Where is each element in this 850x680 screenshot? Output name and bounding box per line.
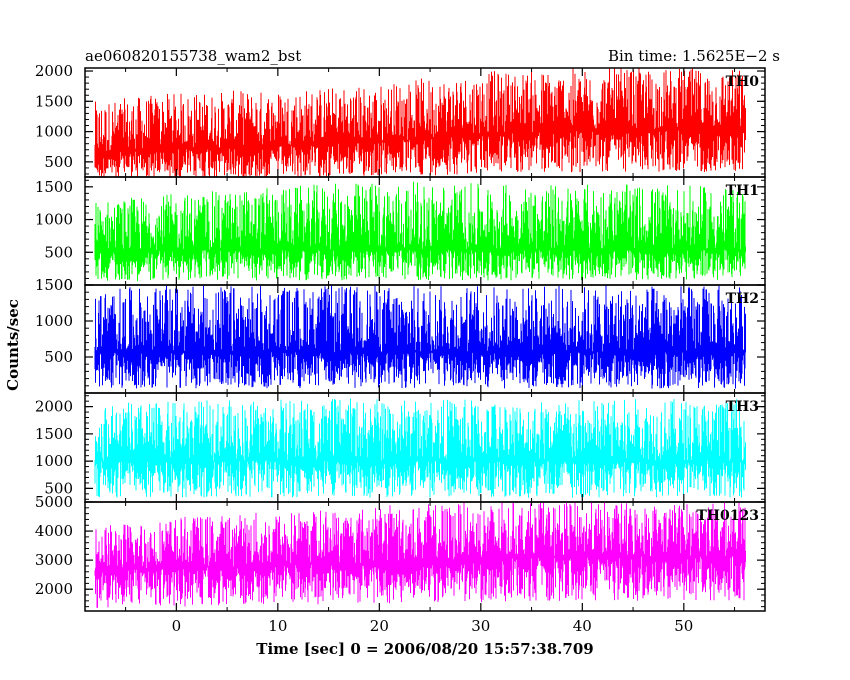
series-th2 xyxy=(94,285,746,389)
y-tick-label: 4000 xyxy=(35,522,73,540)
x-tick-label: 20 xyxy=(370,617,389,635)
y-tick-label: 1000 xyxy=(35,452,73,470)
panel-label-th0123: TH0123 xyxy=(696,508,759,524)
x-tick-label: 0 xyxy=(172,617,182,635)
y-tick-label: 1500 xyxy=(35,276,73,294)
y-tick-label: 500 xyxy=(44,348,73,366)
y-tick-label: 1000 xyxy=(35,123,73,141)
y-tick-label: 0 xyxy=(63,276,73,294)
y-tick-label: 1000 xyxy=(35,312,73,330)
y-tick-label: 500 xyxy=(44,243,73,261)
chart-title: ae060820155738_wam2_bst xyxy=(85,47,301,65)
y-tick-label: 2000 xyxy=(35,580,73,598)
series-th3 xyxy=(94,398,746,498)
x-tick-label: 30 xyxy=(471,617,490,635)
y-axis-label: Counts/sec xyxy=(4,299,22,391)
panel-frame-th0123 xyxy=(84,501,766,612)
y-tick-label: 5000 xyxy=(35,493,73,511)
x-axis-label: Time [sec] 0 = 2006/08/20 15:57:38.709 xyxy=(256,640,593,658)
y-tick-label: 2000 xyxy=(35,62,73,80)
x-tick-label: 10 xyxy=(268,617,287,635)
y-tick-label: 500 xyxy=(44,153,73,171)
series-th0 xyxy=(94,68,746,177)
series-th0123 xyxy=(94,502,746,608)
y-tick-label: 3000 xyxy=(35,551,73,569)
x-tick-label: 50 xyxy=(674,617,693,635)
y-tick-label: 2000 xyxy=(35,398,73,416)
y-tick-label: 1500 xyxy=(35,425,73,443)
series-th1 xyxy=(94,181,746,282)
y-tick-label: 500 xyxy=(44,479,73,497)
panel-label-th3: TH3 xyxy=(726,399,759,415)
x-tick-label: 40 xyxy=(573,617,592,635)
y-tick-label: 1500 xyxy=(35,178,73,196)
y-tick-label: 1500 xyxy=(35,92,73,110)
panel-label-th1: TH1 xyxy=(726,183,759,199)
panel-label-th0: TH0 xyxy=(726,74,760,90)
bin-time-label: Bin time: 1.5625E−2 s xyxy=(608,47,780,65)
y-tick-label: 1000 xyxy=(35,211,73,229)
panel-label-th2: TH2 xyxy=(726,291,759,307)
